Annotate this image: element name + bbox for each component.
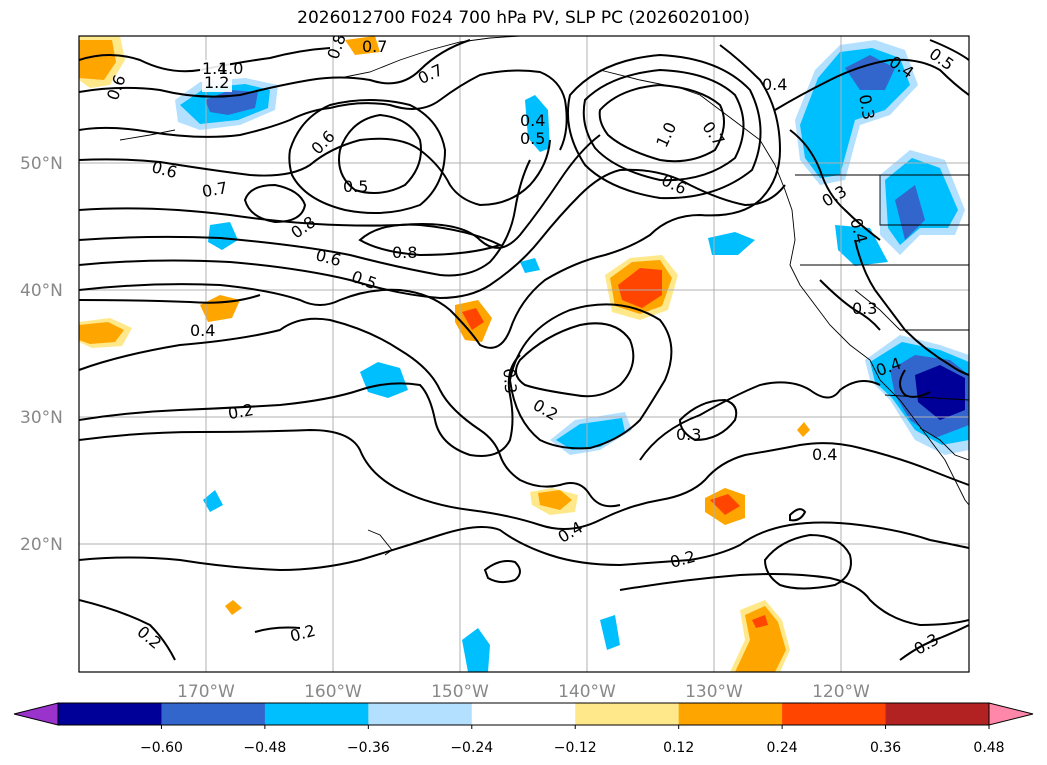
colorbar-cell: [471, 703, 576, 725]
lat-label: 20°N: [20, 535, 63, 555]
colorbar-frame: [57, 702, 990, 726]
colorbar-tick-label: −0.12: [554, 740, 597, 756]
colorbar-cell: [264, 703, 369, 725]
colorbar: −0.60 −0.48 −0.36 −0.24 −0.12 0.12 0.24 0.36 0.4…: [13, 702, 1034, 756]
lon-label: 150°W: [431, 682, 489, 702]
colorbar-cells: [58, 703, 990, 725]
contour-label: 0.3: [499, 367, 520, 394]
map-title: 2026012700 F024 700 hPa PV, SLP PC (2026…: [297, 8, 750, 28]
contour-label: 1.2: [204, 73, 229, 92]
contour-label: 0.4: [190, 321, 215, 340]
contour-label: 0.3: [855, 93, 878, 121]
lat-label: 50°N: [20, 154, 63, 174]
pv-contours: [79, 39, 969, 661]
pv-anomaly-fills: [79, 36, 969, 672]
colorbar-tick-label: 0.12: [663, 740, 694, 756]
coastlines: [119, 36, 969, 556]
contour-label: 0.5: [520, 129, 545, 148]
colorbar-cell: [161, 703, 266, 725]
lon-label: 160°W: [304, 682, 362, 702]
longitude-axis: 170°W 160°W 150°W 140°W 130°W 120°W: [177, 682, 870, 702]
plot-area: 1.4 1.2 1.0 0.6 0.7 0.8 0.7 0.6 0.5 0.4 …: [79, 36, 969, 672]
colorbar-tick-label: 0.24: [767, 740, 798, 756]
contour-label: 0.8: [392, 243, 417, 262]
contour-label: 0.4: [762, 75, 787, 94]
latitude-axis: 50°N 40°N 30°N 20°N: [20, 154, 63, 555]
contour-label: 0.7: [201, 178, 229, 201]
lon-label: 170°W: [177, 682, 235, 702]
contour-label: 0.5: [343, 177, 368, 196]
colorbar-extend-min: [13, 702, 59, 726]
colorbar-tick-label: 0.48: [973, 740, 1004, 756]
colorbar-tick-label: −0.24: [450, 740, 493, 756]
contour-label: 0.4: [812, 445, 837, 464]
colorbar-cell: [368, 703, 473, 725]
plot-frame: [78, 35, 970, 673]
contour-label: 0.3: [852, 299, 877, 318]
lon-label: 130°W: [685, 682, 743, 702]
contour-label: 1.0: [218, 59, 243, 78]
colorbar-tick-label: 0.36: [870, 740, 901, 756]
contour-label: 0.7: [362, 37, 387, 56]
colorbar-tick-label: −0.60: [140, 740, 183, 756]
colorbar-cell: [575, 703, 680, 725]
lon-label: 140°W: [558, 682, 616, 702]
lat-label: 40°N: [20, 281, 63, 301]
contour-label: 0.3: [676, 425, 701, 444]
contour-label: 0.4: [520, 111, 545, 130]
contour-label: 1.4: [202, 59, 227, 78]
colorbar-cell: [885, 703, 990, 725]
colorbar-extend-max: [988, 702, 1034, 726]
colorbar-cell: [782, 703, 887, 725]
colorbar-cell: [58, 703, 162, 725]
lat-label: 30°N: [20, 408, 63, 428]
colorbar-tick-label: −0.36: [347, 740, 390, 756]
colorbar-cell: [678, 703, 783, 725]
colorbar-tick-label: −0.48: [243, 740, 286, 756]
colorbar-tick-labels: −0.60 −0.48 −0.36 −0.24 −0.12 0.12 0.24 0.36 0.4…: [140, 725, 1005, 756]
contour-label: 0.2: [227, 400, 255, 423]
lon-label: 120°W: [812, 682, 870, 702]
